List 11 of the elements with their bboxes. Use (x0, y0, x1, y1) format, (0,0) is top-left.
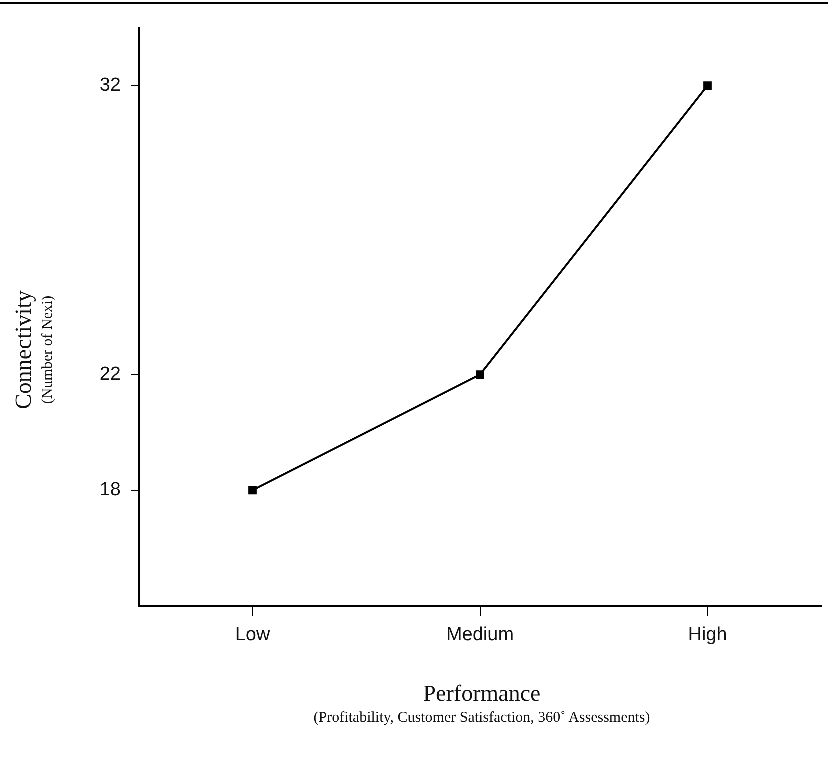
y-tick-label: 22 (100, 364, 121, 386)
x-tick-label: Low (235, 624, 270, 646)
point (704, 82, 712, 90)
y-tick-label: 18 (100, 480, 121, 501)
y-axis-title: Connectivity (Number of Nexi) (10, 290, 57, 410)
point (476, 370, 484, 379)
point (248, 486, 257, 495)
x-tick-label: High (688, 624, 728, 646)
x-tick-label: Medium (446, 624, 514, 646)
y-tick-label: 32 (100, 75, 121, 96)
x-axis-title: Performance (Profitability, Customer Satisfaction, 360˚ Assessments) (314, 680, 650, 728)
